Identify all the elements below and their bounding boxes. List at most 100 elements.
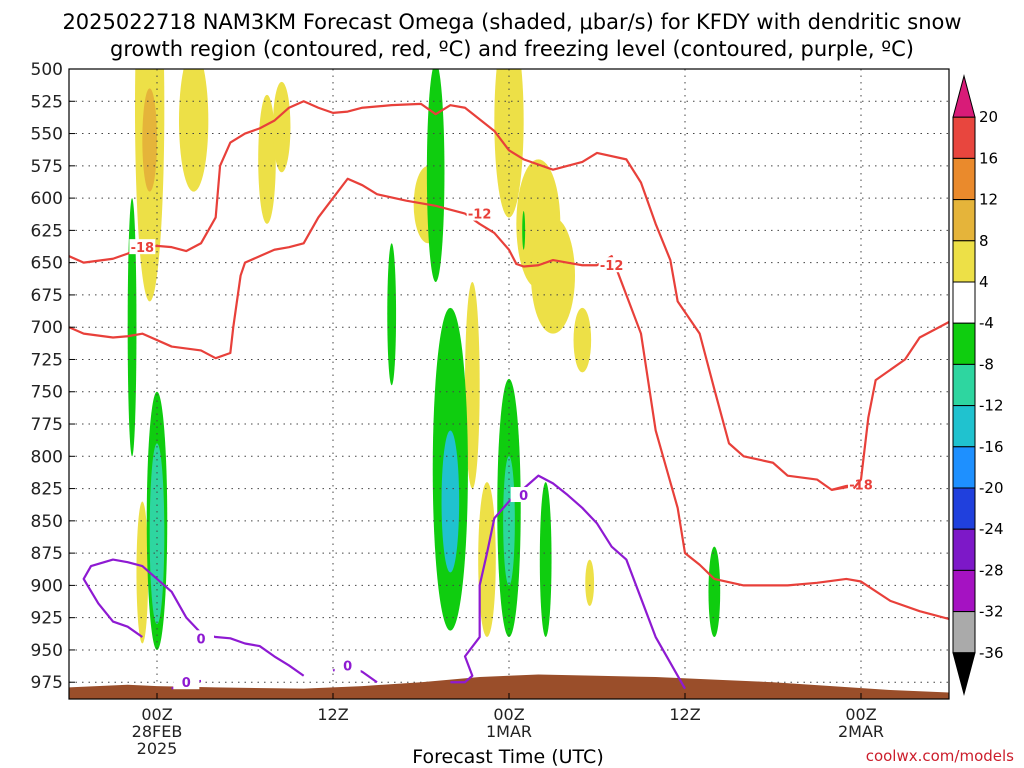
y-tick-label-5: 625 [31,221,63,241]
credit-text[interactable]: coolwx.com/models [866,747,1014,765]
y-tick-label-16: 900 [31,576,63,596]
y-tick-label-2: 550 [31,125,63,145]
red-contour-label-3: -12 [600,259,624,274]
red-contour-label-1: -18 [849,479,873,494]
omega-cell-8 [531,217,575,334]
x-tick-label-4-0: 00Z [845,705,876,724]
colorbar-label-8: -16 [979,438,1004,456]
omega-cell-25 [708,546,721,638]
terrain-fill [69,674,949,699]
y-tick-label-1: 525 [31,92,63,112]
y-tick-label-4: 600 [31,189,63,209]
colorbar-swatch-12 [952,569,976,613]
contours: -18 -18 -12 -12 0 0 0 0 [69,100,949,691]
colorbar-swatch-1 [952,116,976,159]
colorbar-label-1: 16 [979,149,998,167]
x-tick-label-2-1: 1MAR [486,722,532,741]
colorbar-label-0: 20 [979,108,998,126]
y-tick-label-17: 925 [31,609,63,629]
x-axis-label: Forecast Time (UTC) [412,746,603,768]
purple-contour-label-2: 0 [519,489,528,504]
colorbar-label-13: -36 [979,644,1004,662]
purple-contour-label-bg-1 [334,657,361,673]
colorbar-label-5: -4 [979,314,994,332]
y-tick-label-6: 650 [31,254,63,274]
omega-cell-16 [149,443,165,625]
red-contour-2 [69,177,949,621]
omega-cell-20 [441,430,460,573]
omega-cell-13 [585,559,595,607]
y-tick-label-9: 725 [31,350,63,370]
colorbar-swatch-7 [952,363,976,407]
red-contour-label-bg-0 [129,239,156,255]
y-tick-label-0: 500 [31,60,63,80]
purple-contour-label-3: 0 [182,676,191,691]
omega-cell-9 [573,307,592,373]
colorbar-label-6: -8 [979,355,994,373]
omega-cell-24 [522,211,526,250]
x-tick-label-0-2: 2025 [137,739,178,758]
x-tick-label-2-0: 00Z [493,705,524,724]
y-tick-label-11: 775 [31,415,63,435]
omega-cell-18 [387,243,397,386]
red-contour-0 [69,100,862,491]
y-tick-label-7: 675 [31,286,63,306]
purple-contour-label-bg-3 [173,674,200,690]
purple-contour-label-bg-2 [510,487,537,503]
red-contour-label-bg-3 [598,257,625,273]
red-contour-label-0: -18 [131,241,155,256]
colorbar-swatch-3 [952,199,976,242]
y-tick-label-8: 700 [31,318,63,338]
omega-cell-10 [465,282,480,489]
x-tick-label-0-1: 28FEB [132,722,183,741]
omega-cell-4 [272,81,291,173]
red-contour-label-bg-2 [466,205,493,221]
colorbar-swatch-5 [952,281,976,324]
red-contour-3 [852,321,949,490]
purple-contour-label-1: 0 [343,659,352,674]
colorbar-swatch-9 [952,446,976,489]
omega-cell-6 [494,69,524,218]
purple-contour-label-0: 0 [196,632,205,647]
colorbar-swatch-2 [952,157,976,201]
y-tick-label-3: 575 [31,157,63,177]
y-tick-label-19: 975 [31,673,63,693]
omega-cell-11 [478,482,496,638]
y-axis-ticks: 500 525 550 575 600 625 650 675 700 725 750 775 800 8… [31,60,75,693]
omega-cell-3 [258,94,276,224]
y-tick-label-18: 950 [31,641,63,661]
grid-lines [69,68,949,699]
colorbar-swatch-4 [952,240,976,283]
x-tick-label-4-1: 2MAR [838,722,884,741]
omega-cell-17 [426,69,445,282]
colorbar-swatch-8 [952,405,976,448]
colorbar-label-4: 4 [979,273,989,291]
colorbar-label-7: -12 [979,397,1004,415]
terrain-surface [69,674,949,699]
chart-title-line1: 2025022718 NAM3KM Forecast Omega (shaded… [62,10,961,34]
colorbar-swatch-13 [952,611,976,654]
red-contour-label-2: -12 [468,208,492,223]
colorbar-label-10: -24 [979,520,1004,538]
y-tick-label-12: 800 [31,447,63,467]
purple-contour-0 [82,558,305,677]
x-tick-label-0-0: 00Z [141,705,172,724]
colorbar: 20 16 12 8 4 -4 -8 -12 -16 -20 -24 -28 -32 -36 [952,74,1004,696]
colorbar-label-9: -20 [979,479,1004,497]
y-tick-label-10: 750 [31,383,63,403]
colorbar-label-12: -32 [979,603,1004,621]
omega-shading [127,69,721,650]
purple-contour-2 [450,474,686,690]
colorbar-label-3: 8 [979,232,989,250]
omega-cell-23 [539,482,552,638]
x-tick-label-1-0: 12Z [317,705,348,724]
colorbar-swatch-6 [952,322,976,365]
y-tick-label-13: 825 [31,480,63,500]
colorbar-label-11: -28 [979,561,1004,579]
x-tick-label-3-0: 12Z [669,705,700,724]
omega-cell-1 [142,88,158,192]
y-tick-label-14: 850 [31,512,63,532]
colorbar-bottom-arrow [952,652,976,696]
